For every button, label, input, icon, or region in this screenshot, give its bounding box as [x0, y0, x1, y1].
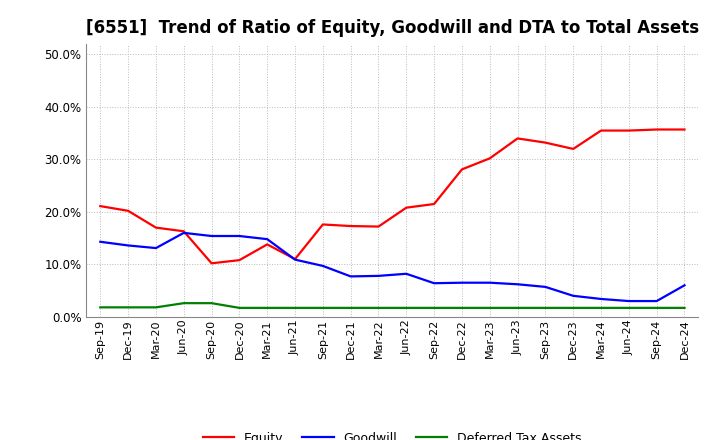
Deferred Tax Assets — [207, 301, 216, 306]
Equity — [346, 224, 355, 229]
Deferred Tax Assets — [318, 305, 327, 311]
Equity — [374, 224, 383, 229]
Deferred Tax Assets — [152, 305, 161, 310]
Equity — [402, 205, 410, 210]
Goodwill — [374, 273, 383, 279]
Equity — [485, 156, 494, 161]
Goodwill — [652, 298, 661, 304]
Equity — [652, 127, 661, 132]
Deferred Tax Assets — [291, 305, 300, 311]
Deferred Tax Assets — [179, 301, 188, 306]
Equity — [179, 229, 188, 234]
Goodwill — [458, 280, 467, 285]
Goodwill — [680, 282, 689, 288]
Goodwill — [513, 282, 522, 287]
Deferred Tax Assets — [624, 305, 633, 311]
Goodwill — [597, 296, 606, 301]
Deferred Tax Assets — [402, 305, 410, 311]
Goodwill — [263, 237, 271, 242]
Equity — [541, 140, 550, 145]
Deferred Tax Assets — [652, 305, 661, 311]
Deferred Tax Assets — [458, 305, 467, 311]
Equity — [96, 203, 104, 209]
Equity — [458, 167, 467, 172]
Equity — [291, 257, 300, 262]
Deferred Tax Assets — [430, 305, 438, 311]
Equity — [207, 260, 216, 266]
Goodwill — [624, 298, 633, 304]
Deferred Tax Assets — [680, 305, 689, 311]
Goodwill — [179, 230, 188, 235]
Goodwill — [124, 243, 132, 248]
Goodwill — [541, 284, 550, 290]
Equity — [569, 146, 577, 151]
Title: [6551]  Trend of Ratio of Equity, Goodwill and DTA to Total Assets: [6551] Trend of Ratio of Equity, Goodwil… — [86, 19, 699, 37]
Deferred Tax Assets — [569, 305, 577, 311]
Equity — [513, 136, 522, 141]
Deferred Tax Assets — [124, 305, 132, 310]
Goodwill — [207, 233, 216, 238]
Deferred Tax Assets — [346, 305, 355, 311]
Line: Equity: Equity — [100, 129, 685, 263]
Legend: Equity, Goodwill, Deferred Tax Assets: Equity, Goodwill, Deferred Tax Assets — [198, 427, 587, 440]
Deferred Tax Assets — [96, 305, 104, 310]
Deferred Tax Assets — [541, 305, 550, 311]
Goodwill — [291, 257, 300, 262]
Equity — [152, 225, 161, 230]
Equity — [263, 242, 271, 247]
Equity — [430, 202, 438, 207]
Deferred Tax Assets — [374, 305, 383, 311]
Deferred Tax Assets — [235, 305, 243, 311]
Deferred Tax Assets — [513, 305, 522, 311]
Goodwill — [235, 233, 243, 238]
Goodwill — [402, 271, 410, 276]
Line: Goodwill: Goodwill — [100, 233, 685, 301]
Deferred Tax Assets — [485, 305, 494, 311]
Goodwill — [152, 246, 161, 251]
Goodwill — [485, 280, 494, 285]
Goodwill — [96, 239, 104, 244]
Goodwill — [318, 263, 327, 268]
Goodwill — [346, 274, 355, 279]
Line: Deferred Tax Assets: Deferred Tax Assets — [100, 303, 685, 308]
Equity — [680, 127, 689, 132]
Deferred Tax Assets — [263, 305, 271, 311]
Equity — [597, 128, 606, 133]
Deferred Tax Assets — [597, 305, 606, 311]
Goodwill — [569, 293, 577, 298]
Equity — [318, 222, 327, 227]
Equity — [624, 128, 633, 133]
Equity — [124, 208, 132, 213]
Equity — [235, 257, 243, 263]
Goodwill — [430, 281, 438, 286]
